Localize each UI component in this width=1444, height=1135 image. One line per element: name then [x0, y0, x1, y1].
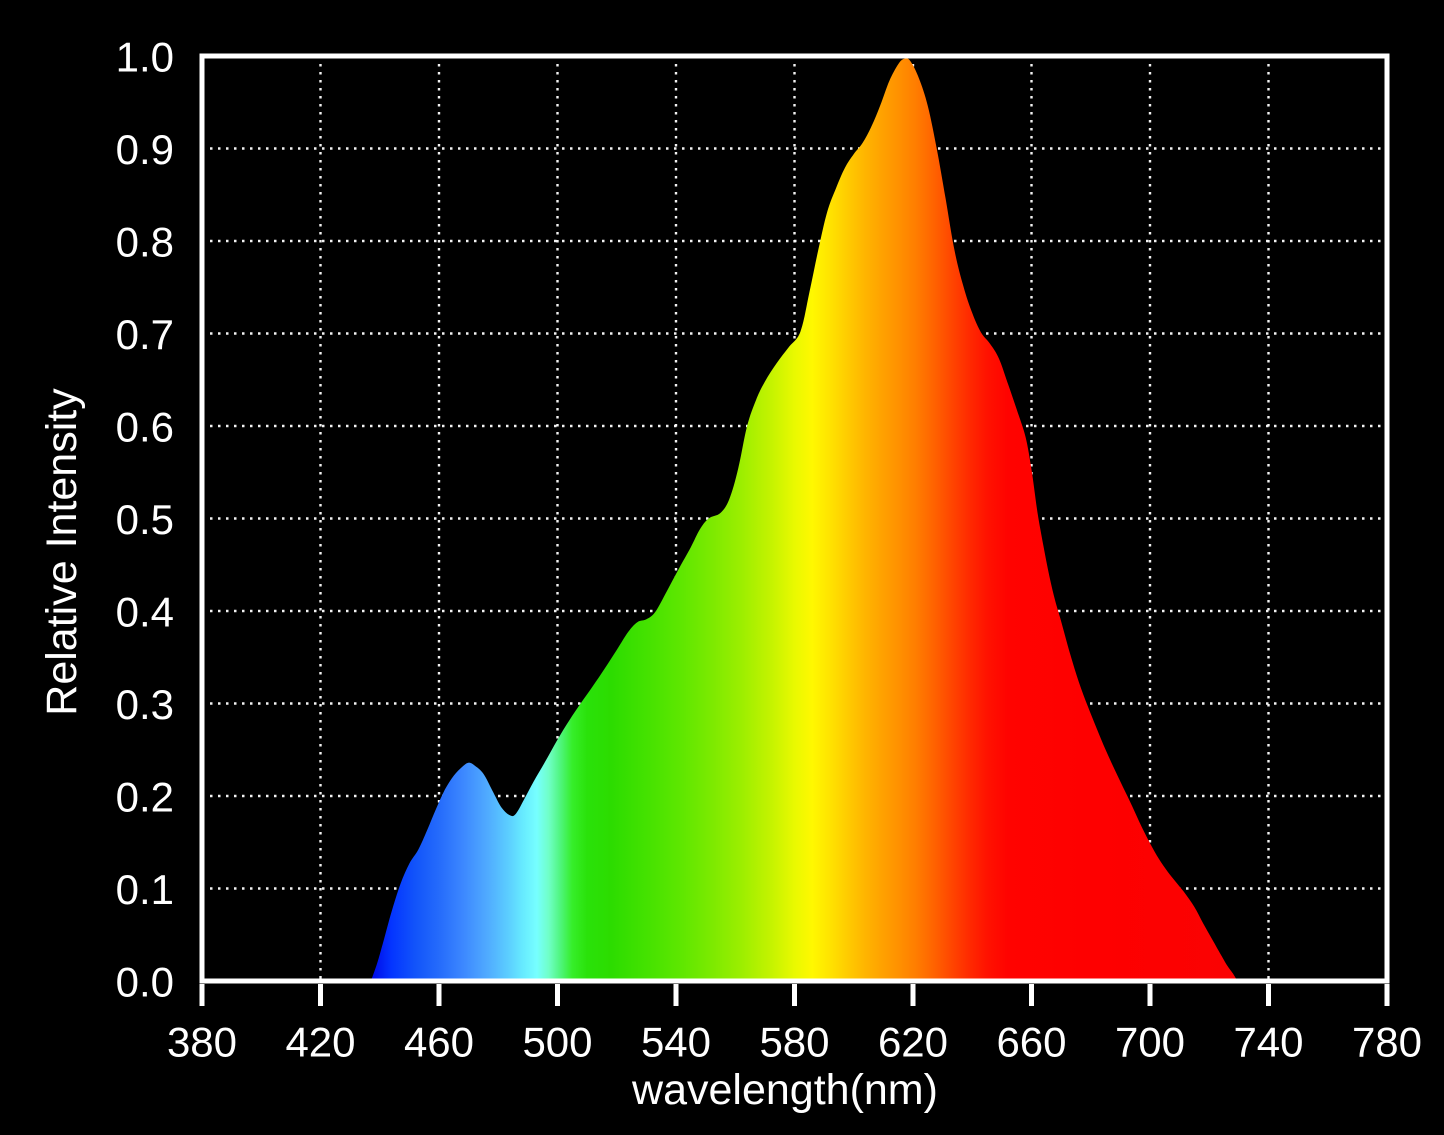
plot-frame: [199, 53, 1390, 984]
spectrum-area: [370, 58, 1238, 982]
x-tick-label: 420: [285, 1019, 355, 1066]
y-tick-label: 1.0: [116, 34, 174, 81]
y-tick-label: 0.5: [116, 496, 174, 543]
x-tick-label: 780: [1352, 1019, 1422, 1066]
x-tick-label: 580: [759, 1019, 829, 1066]
tick-labels: 380 420 460 500 540 580 620 660 700 740 780 0.0 0.1 0…: [116, 34, 1422, 1066]
y-tick-label: 0.6: [116, 404, 174, 451]
x-tick-label: 380: [167, 1019, 237, 1066]
y-tick-label: 0.1: [116, 866, 174, 913]
y-tick-label: 0.9: [116, 126, 174, 173]
x-axis-title: wavelength(nm): [631, 1066, 938, 1114]
y-tick-label: 0.8: [116, 219, 174, 266]
x-tick-label: 540: [641, 1019, 711, 1066]
x-tick-label: 660: [996, 1019, 1066, 1066]
x-tick-label: 700: [1115, 1019, 1185, 1066]
series-layer: [370, 58, 1238, 982]
x-tick-label: 740: [1233, 1019, 1303, 1066]
x-tick-label: 620: [878, 1019, 948, 1066]
y-tick-label: 0.3: [116, 681, 174, 728]
y-tick-label: 0.0: [116, 959, 174, 1006]
y-tick-label: 0.4: [116, 589, 174, 636]
axis-ticks: [199, 984, 1390, 1006]
y-tick-label: 0.7: [116, 311, 174, 358]
y-axis-title: Relative Intensity: [38, 388, 86, 716]
x-tick-label: 460: [404, 1019, 474, 1066]
axes-frame: [199, 53, 1390, 984]
y-tick-label: 0.2: [116, 774, 174, 821]
x-tick-label: 500: [522, 1019, 592, 1066]
